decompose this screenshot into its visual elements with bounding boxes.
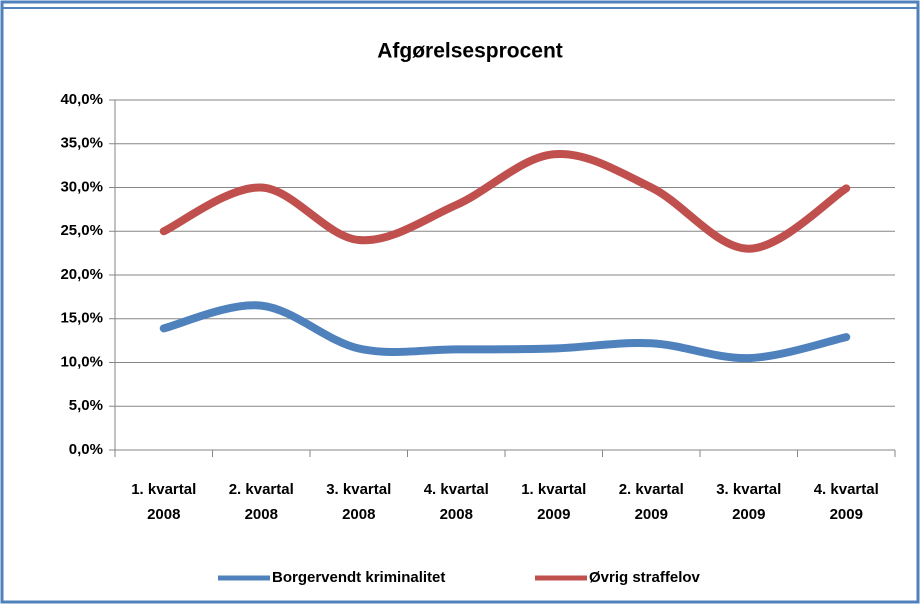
chart-title: Afgørelsesprocent [377,40,563,63]
series-line [159,301,851,363]
y-tick-label: 15,0% [60,310,103,327]
x-tick-label: 1. kvartal 2009 [521,481,586,523]
y-tick-label: 40,0% [60,91,103,108]
series-line [159,150,851,253]
x-tick-label: 3. kvartal 2009 [716,481,781,523]
y-tick-label: 20,0% [60,266,103,283]
x-tick-label: 1. kvartal 2008 [131,481,196,523]
legend-label: Øvrig straffelov [589,569,701,586]
x-tick-label: 3. kvartal 2008 [326,481,391,523]
y-tick-label: 25,0% [60,222,103,239]
y-tick-label: 5,0% [69,397,103,414]
x-tick-label: 2. kvartal 2008 [229,481,294,523]
x-tick-label: 4. kvartal 2009 [814,481,879,523]
y-tick-label: 0,0% [69,441,103,458]
y-tick-label: 30,0% [60,178,103,195]
x-tick-label: 4. kvartal 2008 [424,481,489,523]
y-tick-label: 35,0% [60,135,103,152]
legend-label: Borgervendt kriminalitet [272,569,445,586]
x-tick-label: 2. kvartal 2009 [619,481,684,523]
y-tick-label: 10,0% [60,353,103,370]
